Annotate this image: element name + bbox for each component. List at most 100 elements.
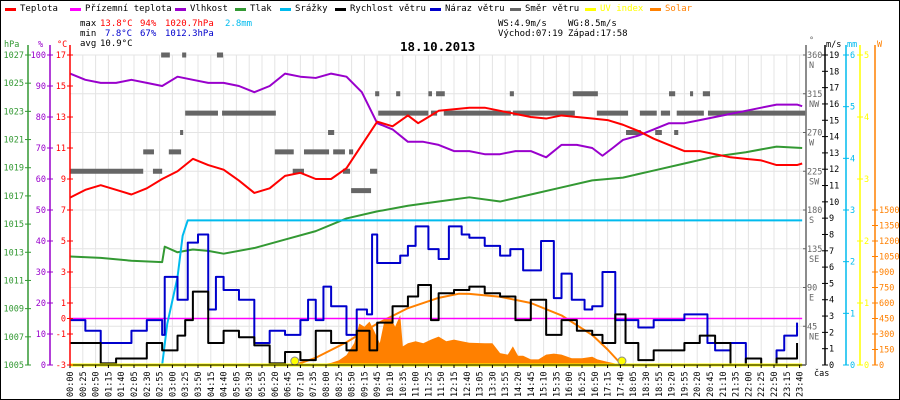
- solar-axis-tick-label: 1050: [879, 253, 899, 263]
- wind-axis-tick-label: 10: [829, 198, 839, 208]
- legend-label: Náraz větru: [445, 4, 505, 14]
- pressure-axis-tick-label: 1019: [4, 164, 24, 174]
- humidity-axis-tick-label: 20: [36, 299, 46, 309]
- legend-label: Vlhkost: [190, 4, 228, 14]
- legend-item-uv: UV index: [585, 3, 643, 15]
- uv-axis-tick-label: 3: [864, 175, 869, 185]
- humidity-axis-tick-label: 100: [31, 51, 46, 61]
- wind-axis-tick-label: 19: [829, 51, 839, 61]
- wind-direction-mark: [436, 91, 445, 97]
- rain-axis-tick-label: 1: [850, 309, 855, 319]
- x-tick-label: 08:50: [348, 371, 358, 397]
- humidity-axis-tick-label: 90: [36, 82, 46, 92]
- x-tick-label: 23:40: [796, 371, 806, 397]
- legend-item-wind-direction: Směr větru: [510, 3, 579, 15]
- wind-direction-mark: [512, 110, 575, 116]
- rain-axis-tick-label: 2: [850, 258, 855, 268]
- x-tick-label: 08:00: [322, 371, 332, 397]
- legend-item-pressure: Tlak: [235, 3, 272, 15]
- wind-direction-mark: [349, 149, 354, 155]
- x-tick-label: 05:05: [232, 371, 242, 397]
- wind-direction-mark: [639, 110, 657, 116]
- x-tick-label: 13:30: [488, 371, 498, 397]
- solar-axis-tick-label: 900: [879, 268, 894, 278]
- x-tick-label: 16:50: [591, 371, 601, 397]
- x-tick-label: 19:20: [668, 371, 678, 397]
- pressure-axis-tick-label: 1017: [4, 192, 24, 202]
- stat-sunset: Západ:17:58: [568, 29, 628, 39]
- rain-axis-tick-label: 5: [850, 103, 855, 113]
- wind-direction-mark: [626, 130, 641, 135]
- x-tick-label: 22:00: [744, 371, 754, 397]
- x-tick-label: 06:20: [271, 371, 281, 397]
- x-tick-label: 04:40: [220, 371, 230, 397]
- pressure-axis-tick-label: 1013: [4, 248, 24, 258]
- direction-axis-compass-label: E: [809, 294, 814, 304]
- pressure-axis-tick-label: 1007: [4, 333, 24, 343]
- legend-label: Přízemní teplota: [85, 4, 172, 14]
- direction-axis-tick-label: 225: [807, 167, 822, 177]
- chart-title: 18.10.2013: [400, 39, 476, 54]
- temperature-axis-tick-label: 0: [61, 315, 66, 325]
- temperature-axis-tick-label: 7: [61, 206, 66, 216]
- direction-axis-compass-label: SE: [809, 255, 819, 265]
- humidity-axis-tick-label: 60: [36, 175, 46, 185]
- wind-axis-tick-label: 11: [829, 182, 839, 192]
- wind-axis-tick-label: 14: [829, 133, 839, 143]
- x-tick-label: 15:35: [552, 371, 562, 397]
- uv-axis-tick-label: 4: [864, 113, 869, 123]
- x-tick-label: 00:00: [66, 371, 76, 397]
- legend-label: Směr větru: [525, 4, 580, 14]
- solar-axis-tick-label: 1200: [879, 237, 899, 247]
- x-tick-label: 07:35: [309, 371, 319, 397]
- temperature-axis-tick-label: 5: [61, 237, 66, 247]
- x-tick-label: 09:45: [373, 371, 383, 397]
- wind-axis-tick-label: 0: [829, 361, 834, 371]
- uv-axis: 0 1 2 3 4 5: [857, 45, 869, 371]
- direction-axis-compass-label: S: [809, 216, 814, 226]
- x-tick-label: 00:25: [79, 371, 89, 397]
- solar-axis-tick-label: 600: [879, 299, 894, 309]
- temperature-axis-unit: °C: [57, 40, 67, 50]
- legend-item-solar: Solar: [650, 3, 692, 15]
- wind-direction-mark: [596, 110, 629, 116]
- pressure-line: [69, 145, 803, 264]
- temperature-axis-tick-label: 1: [61, 299, 66, 309]
- pressure-axis-tick-label: 1005: [4, 361, 24, 371]
- x-tick-label: 21:10: [719, 371, 729, 397]
- x-tick-label: 03:50: [194, 371, 204, 397]
- wind-direction-mark: [443, 110, 511, 116]
- wind-axis-unit: m/s: [826, 40, 841, 50]
- solar-axis-tick-label: 450: [879, 315, 894, 325]
- x-tick-label: 06:45: [284, 371, 294, 397]
- legend-item-humidity: Vlhkost: [175, 3, 228, 15]
- humidity-axis-tick-label: 0: [41, 361, 46, 371]
- x-tick-label: 11:00: [412, 371, 422, 397]
- wind-direction-mark: [182, 52, 187, 58]
- wind-direction-mark: [180, 130, 184, 135]
- x-tick-label: 11:25: [424, 371, 434, 397]
- wind-direction-mark: [185, 110, 218, 116]
- wind-axis-tick-label: 4: [829, 296, 834, 306]
- wind-direction-mark: [674, 130, 679, 135]
- stat-avg-temp: 10.9°C: [100, 39, 133, 49]
- direction-axis-tick-label: 360: [807, 51, 822, 61]
- solar-axis-tick-label: 1500: [879, 206, 899, 216]
- x-tick-label: 00:50: [92, 371, 102, 397]
- wind-direction-mark: [168, 149, 182, 155]
- wind-direction-mark: [572, 91, 598, 97]
- wind-direction-mark: [328, 130, 335, 135]
- x-tick-label: 02:55: [156, 371, 166, 397]
- uv-axis-tick-label: 5: [864, 51, 869, 61]
- x-tick-label: 12:40: [463, 371, 473, 397]
- wind-axis-tick-label: 13: [829, 149, 839, 159]
- x-tick-label: 14:45: [527, 371, 537, 397]
- wind-speed-line: [70, 284, 799, 366]
- solar-axis-tick-label: 1350: [879, 222, 899, 232]
- x-tick-label: 16:25: [578, 371, 588, 397]
- x-tick-label: 05:30: [245, 371, 255, 397]
- wind-gust-line: [70, 225, 799, 366]
